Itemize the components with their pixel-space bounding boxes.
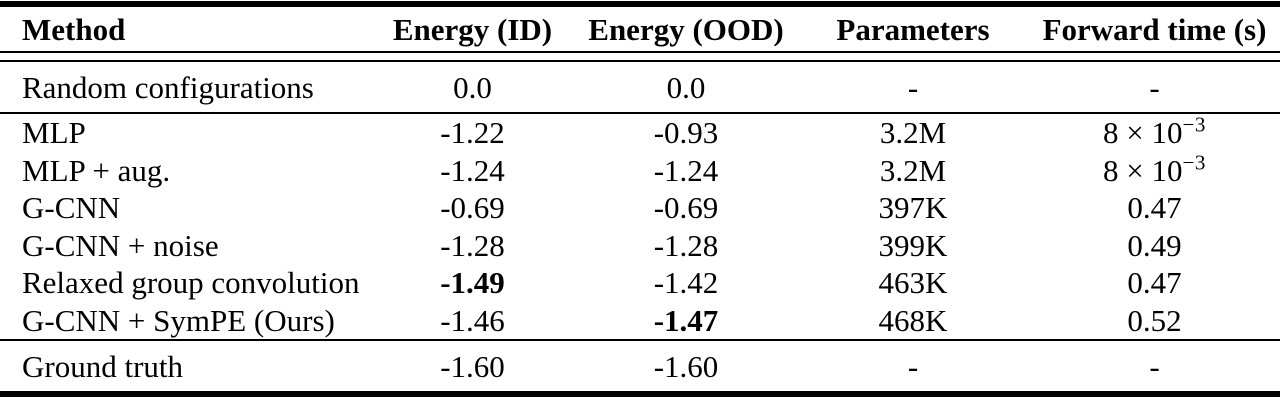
cell-parameters: - [907, 69, 919, 105]
cell-energy-ood: -0.69 [653, 190, 719, 226]
cell-forward-time: 0.52 [1127, 302, 1182, 338]
table-row: MLP -1.22 -0.93 3.2M 8 × 10−3 [0, 114, 1280, 152]
midrule-1 [0, 112, 1280, 114]
col-header-energy-ood: Energy (OOD) [588, 11, 784, 47]
header-row: Method Energy (ID) Energy (OOD) Paramete… [0, 7, 1280, 51]
cell-energy-ood: 0.0 [666, 69, 706, 105]
table-row: G-CNN + noise -1.28 -1.28 399K 0.49 [0, 227, 1280, 265]
cell-method: G-CNN + noise [22, 227, 219, 263]
header-double-rule-top [0, 51, 1280, 53]
cell-forward-time: 0.49 [1127, 227, 1182, 263]
section-ground-truth: Ground truth -1.60 -1.60 - - [0, 341, 1280, 391]
cell-forward-time: - [1149, 348, 1160, 384]
cell-energy-ood: -1.42 [653, 265, 719, 301]
cell-energy-id: -1.22 [440, 115, 505, 151]
cell-parameters: - [907, 348, 919, 384]
cell-method: Relaxed group convolution [22, 265, 360, 301]
cell-energy-id: -1.28 [440, 227, 505, 263]
top-rule [0, 1, 1280, 7]
cell-energy-ood: -1.60 [653, 348, 719, 384]
cell-energy-ood: -1.28 [653, 227, 719, 263]
cell-energy-ood: -1.24 [653, 152, 719, 188]
cell-forward-time: - [1149, 69, 1160, 105]
cell-energy-id: -1.60 [440, 348, 505, 384]
col-header-forward-time: Forward time (s) [1042, 11, 1267, 47]
section-methods: MLP -1.22 -0.93 3.2M 8 × 10−3 MLP + aug. -1.24… [0, 114, 1280, 339]
cell-forward-time: 8 × 10−3 [1103, 112, 1206, 151]
exponent: −3 [1182, 150, 1206, 175]
midrule-2 [0, 339, 1280, 341]
header-double-rule-bottom [0, 60, 1280, 62]
cell-energy-id: -0.69 [440, 190, 505, 226]
exponent: −3 [1182, 112, 1206, 137]
cell-energy-id: 0.0 [453, 69, 492, 105]
cell-parameters: 468K [878, 302, 948, 338]
cell-forward-time: 8 × 10−3 [1103, 150, 1206, 188]
bottom-rule [0, 391, 1280, 397]
cell-method: MLP [22, 115, 86, 151]
col-header-method: Method [22, 11, 126, 47]
cell-parameters: 397K [878, 190, 948, 226]
table-row: G-CNN -0.69 -0.69 397K 0.47 [0, 189, 1280, 227]
cell-energy-id: -1.24 [440, 152, 505, 188]
table-row: Ground truth -1.60 -1.60 - - [0, 341, 1280, 391]
cell-method: MLP + aug. [22, 152, 171, 188]
table-row: MLP + aug. -1.24 -1.24 3.2M 8 × 10−3 [0, 152, 1280, 190]
table-row: G-CNN + SymPE (Ours) -1.46 -1.47 468K 0.52 [0, 302, 1280, 340]
cell-energy-ood: -1.47 [653, 302, 719, 338]
cell-parameters: 399K [878, 227, 948, 263]
cell-method: Ground truth [22, 348, 184, 384]
header-double-rule-gap [0, 53, 1280, 60]
cell-method: G-CNN [22, 190, 121, 226]
cell-method: Random configurations [22, 69, 314, 105]
cell-method: G-CNN + SymPE (Ours) [22, 302, 335, 338]
cell-forward-time: 0.47 [1127, 190, 1182, 226]
cell-energy-id: -1.49 [440, 265, 505, 301]
cell-parameters: 463K [878, 265, 948, 301]
cell-parameters: 3.2M [879, 115, 947, 151]
cell-energy-id: -1.46 [440, 302, 505, 338]
section-baseline: Random configurations 0.0 0.0 - - [0, 62, 1280, 112]
cell-parameters: 3.2M [879, 152, 947, 188]
table-row: Relaxed group convolution -1.49 -1.42 463K 0… [0, 264, 1280, 302]
col-header-energy-id: Energy (ID) [392, 11, 553, 47]
cell-energy-ood: -0.93 [653, 115, 719, 151]
col-header-parameters: Parameters [836, 11, 990, 47]
table-row: Random configurations 0.0 0.0 - - [0, 62, 1280, 112]
cell-forward-time: 0.47 [1127, 265, 1182, 301]
